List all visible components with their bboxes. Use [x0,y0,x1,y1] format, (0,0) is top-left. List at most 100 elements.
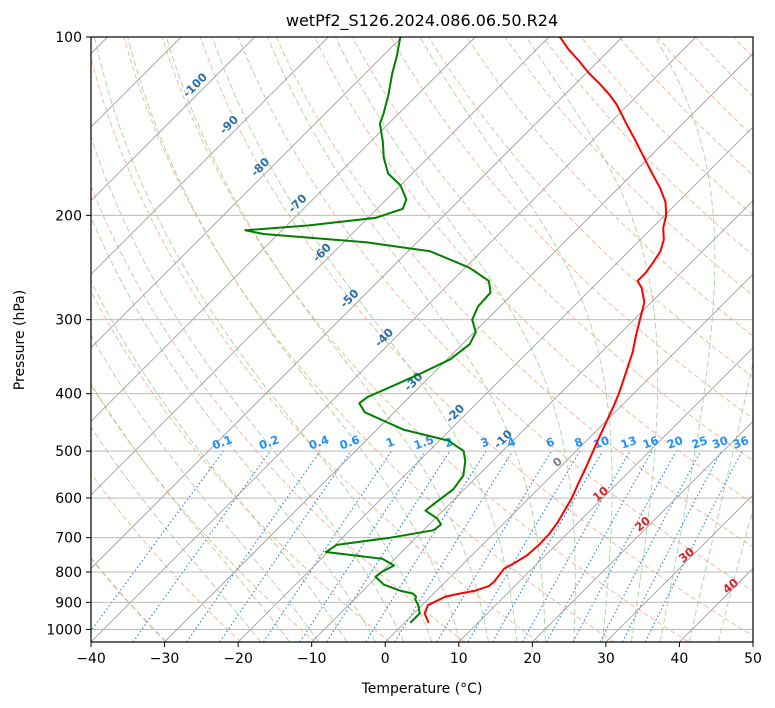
mixing-ratio-label: 3 [479,434,491,450]
y-tick-label: 300 [55,313,82,329]
isotherm-line [91,37,255,202]
isotherm-line [91,37,329,275]
isotherm-line [532,420,753,642]
isotherm-line [752,641,753,642]
moist-adiabat-line [334,37,576,642]
moist-adiabat-line [654,37,716,642]
moist-adiabat-line [267,37,546,642]
mixing-ratio-line [326,450,451,642]
x-tick-label: 20 [523,651,541,667]
dry-adiabat-line [91,384,316,642]
mixing-ratio-label: 0.1 [210,432,234,452]
dry-adiabat-line [199,37,753,637]
isotherm-line [237,126,753,642]
moist-adiabat-line [91,334,319,642]
dry-adiabat-line [542,37,753,256]
isotherm-line [164,52,753,642]
mixing-ratio-line [132,450,271,642]
dry-adiabat-line [733,37,753,58]
dry-adiabat-label: -90 [217,112,242,137]
x-tick-label: −40 [76,651,106,667]
moist-adiabat-line [91,426,262,642]
isotherm-line [384,273,753,642]
dry-adiabat-line [314,37,753,504]
y-tick-label: 100 [55,30,82,46]
moist-adiabat-label: 10 [590,483,611,504]
dry-adiabat-line [161,37,689,642]
isotherm-line [311,200,753,642]
isotherm-line [91,37,403,349]
moist-adiabat-line [688,360,753,642]
isotherm-line [91,37,476,422]
isotherm-line [91,37,623,570]
dry-adiabat-line [91,56,540,642]
moist-adiabat-line [211,37,518,642]
x-axis: −40 −30 −20 −10 0 10 20 30 40 50 [76,642,762,667]
moist-adiabats [91,37,753,642]
dry-adiabat-line [237,37,753,592]
mixing-ratio-label: 16 [641,433,661,452]
mixing-ratio-label: 0.4 [307,432,331,452]
dry-adiabat-label: -60 [309,240,334,265]
moist-adiabat-label: 0 [550,454,565,470]
mixing-ratio-label: 25 [690,433,710,452]
dry-adiabat-line [618,37,753,176]
mixing-ratio-line [299,450,426,642]
x-tick-label: −10 [297,651,327,667]
y-tick-label: 200 [55,208,82,224]
moist-adiabat-label: 40 [720,575,741,596]
pressure-gridlines [91,37,753,630]
dry-adiabat-label: -20 [443,401,468,426]
moist-adiabat-line [91,382,291,642]
mixing-ratio-label: 0.6 [338,432,362,452]
y-tick-label: 900 [55,595,82,611]
moist-adiabat-label: 30 [676,544,697,565]
dewpoint-profile-line [244,37,492,624]
y-axis: 100 200 300 400 500 600 700 800 900 1000 [46,30,91,638]
temperature-profile-line [423,37,668,624]
isotherm-line [605,494,753,642]
mixing-ratio-line [436,450,552,642]
mixing-ratio-line [219,450,352,642]
mixing-ratio-line [622,450,722,642]
mixing-ratio-line [91,450,224,632]
mixing-ratio-label: 1.5 [412,432,436,452]
x-tick-label: 10 [450,651,468,667]
mixing-ratio-line [365,450,487,642]
dry-adiabat-line [123,37,614,642]
isotherm-line [91,37,550,496]
x-tick-label: −20 [223,651,253,667]
plot-area: 0.1 0.2 0.4 0.6 1 1.5 2 3 4 6 8 10 13 16 20 25 30 36-100-… [91,37,753,642]
dry-adiabat-label: -80 [248,155,273,180]
dry-adiabat-line [91,472,242,642]
mixing-ratio-line [546,450,653,642]
mixing-ratio-line [394,450,514,642]
dry-adiabat-line [580,37,753,216]
mixing-ratio-label: 20 [665,433,685,452]
mixing-ratio-label: 30 [710,433,730,452]
dry-adiabats [91,37,753,642]
mixing-ratio-label: 8 [572,434,584,450]
isotherms [91,37,753,642]
mixing-ratio-line [492,450,604,642]
moist-adiabat-line [419,37,613,642]
mixing-ratio-line [186,450,321,642]
moist-adiabat-line [717,507,753,642]
x-axis-label: Temperature (°C) [361,681,483,697]
dry-adiabat-line [504,37,753,296]
dry-adiabat-line [390,37,753,420]
mixing-ratio-line [522,450,631,642]
mixing-ratio-label: 0.2 [257,432,281,452]
y-tick-label: 600 [55,491,82,507]
x-tick-label: 30 [597,651,615,667]
mixing-ratio-line [467,450,581,642]
chart-title: wetPf2_S126.2024.086.06.50.R24 [286,11,558,31]
mixing-ratio-label: 36 [731,433,751,452]
mixing-ratio-label: 2 [442,434,454,450]
mixing-ratio-label: 13 [619,433,639,452]
plot-frame [90,36,754,643]
moist-adiabat-line [91,135,405,642]
dry-adiabat-label: -50 [337,286,362,311]
dry-adiabat-label: -100 [180,70,210,100]
moist-adiabat-line [91,215,376,642]
